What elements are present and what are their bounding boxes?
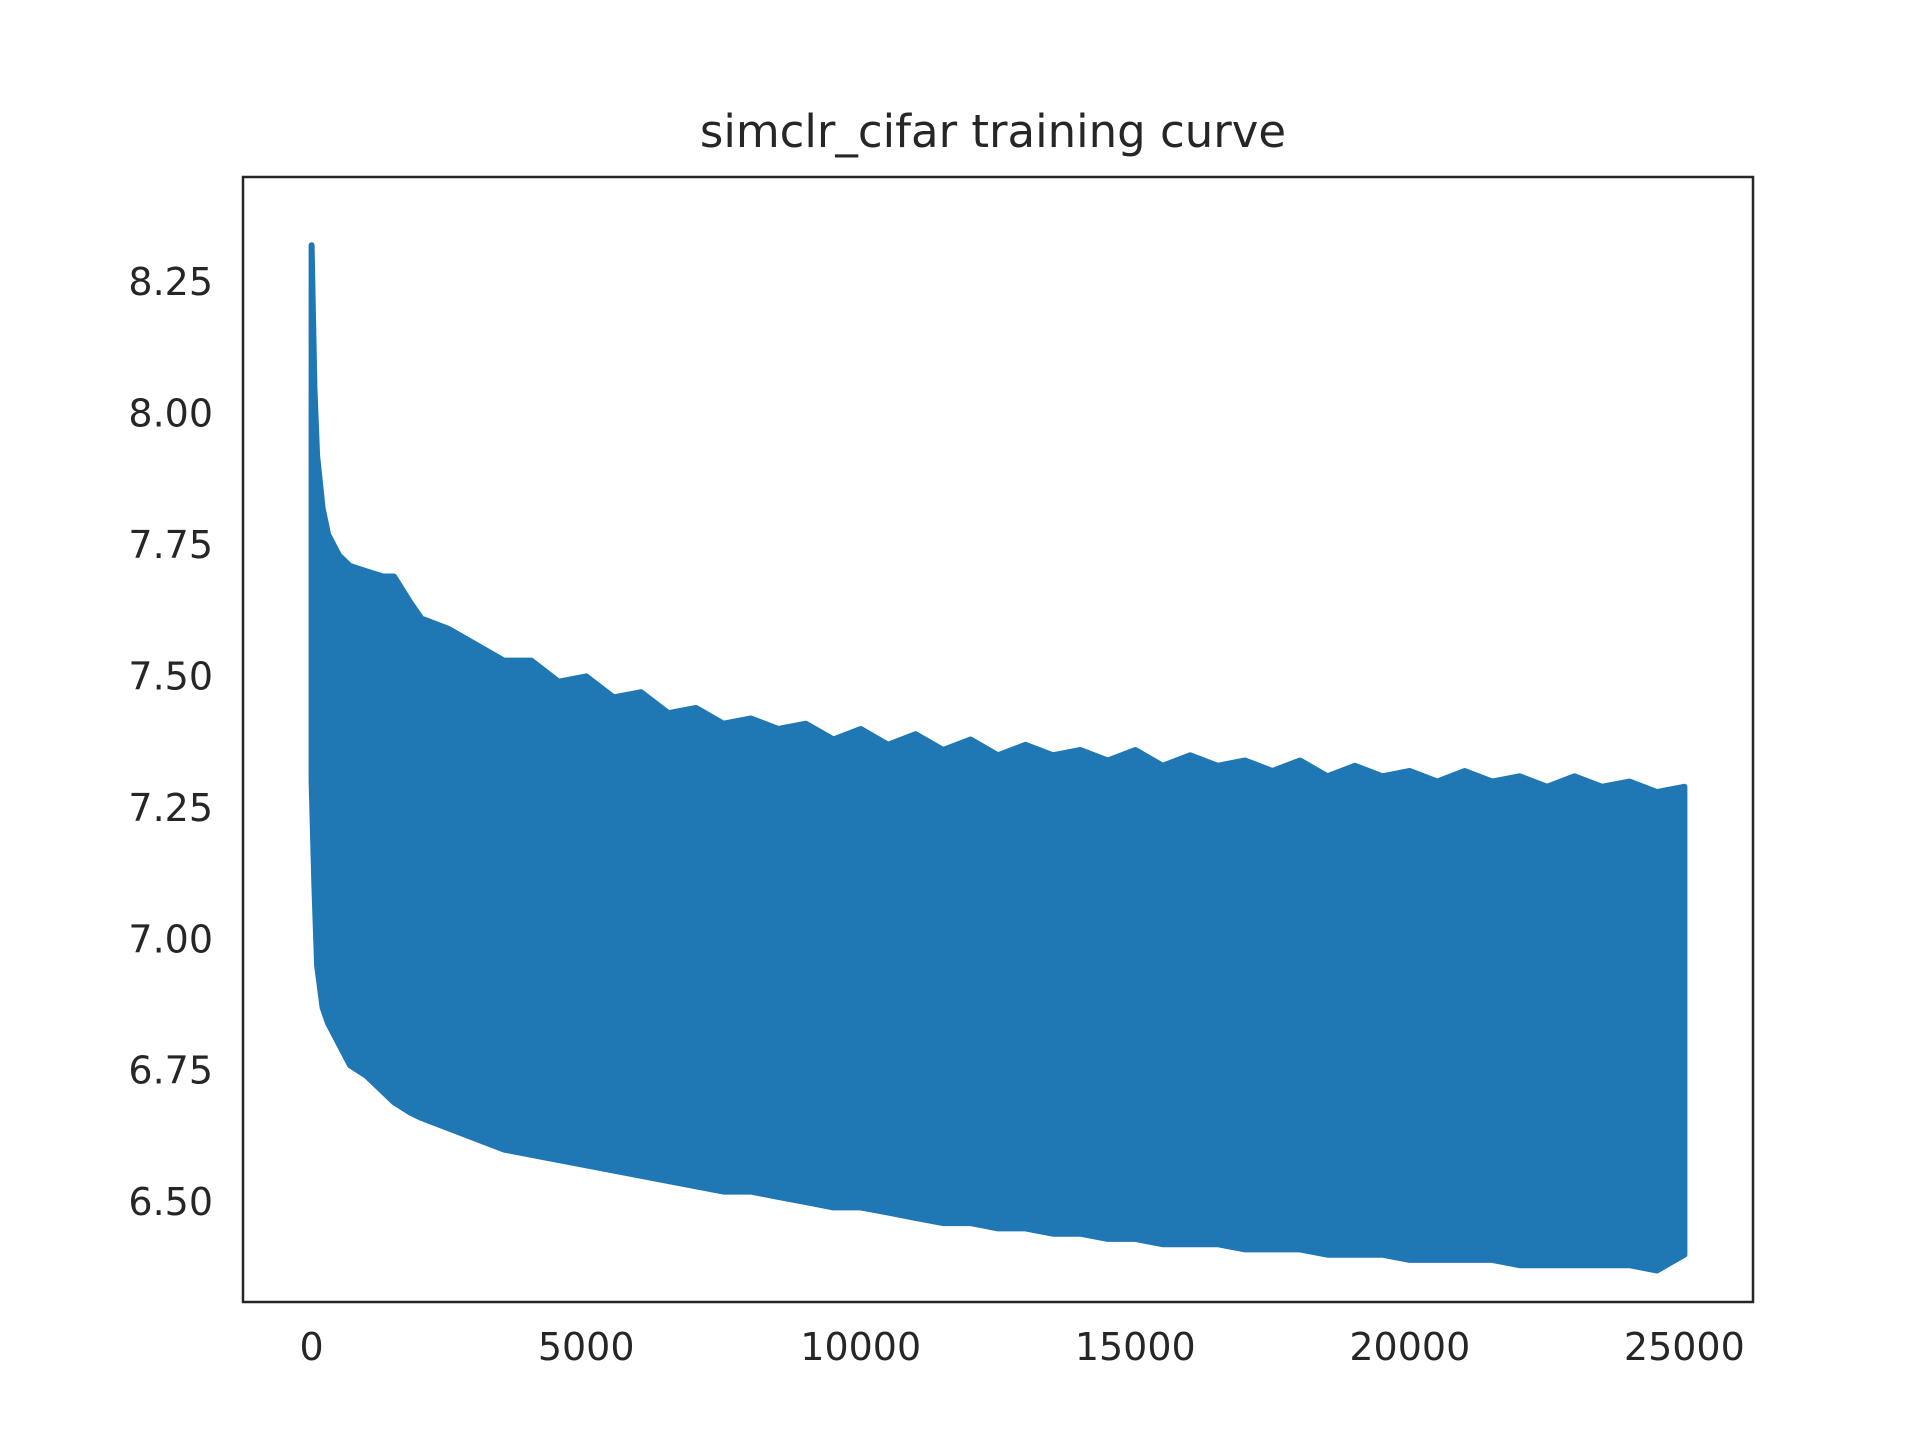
x-tick-label: 10000 bbox=[800, 1325, 921, 1369]
y-tick-label: 8.25 bbox=[128, 260, 213, 304]
y-tick-label: 7.75 bbox=[128, 523, 213, 567]
chart-title: simclr_cifar training curve bbox=[700, 105, 1286, 158]
y-tick-label: 6.75 bbox=[128, 1049, 213, 1093]
x-tick-label: 25000 bbox=[1624, 1325, 1745, 1369]
loss-series-upper-envelope bbox=[309, 245, 1685, 795]
x-tick-label: 5000 bbox=[538, 1325, 635, 1369]
y-tick-label: 7.00 bbox=[128, 917, 213, 961]
y-tick-label: 6.50 bbox=[128, 1180, 213, 1224]
y-axis-ticks: 6.50 6.75 7.00 7.25 7.50 7.75 8.00 8.25 bbox=[128, 260, 213, 1224]
x-tick-label: 0 bbox=[300, 1325, 324, 1369]
y-tick-label: 8.00 bbox=[128, 392, 213, 436]
loss-series-lower-envelope bbox=[309, 781, 1686, 1274]
x-axis-ticks: 0 5000 10000 15000 20000 25000 bbox=[300, 1325, 1745, 1369]
x-tick-label: 15000 bbox=[1075, 1325, 1196, 1369]
plot-area bbox=[308, 242, 1688, 1274]
x-tick-label: 20000 bbox=[1349, 1325, 1470, 1369]
y-tick-label: 7.25 bbox=[128, 786, 213, 830]
y-tick-label: 7.50 bbox=[128, 654, 213, 698]
plot-frame bbox=[241, 175, 1755, 1304]
